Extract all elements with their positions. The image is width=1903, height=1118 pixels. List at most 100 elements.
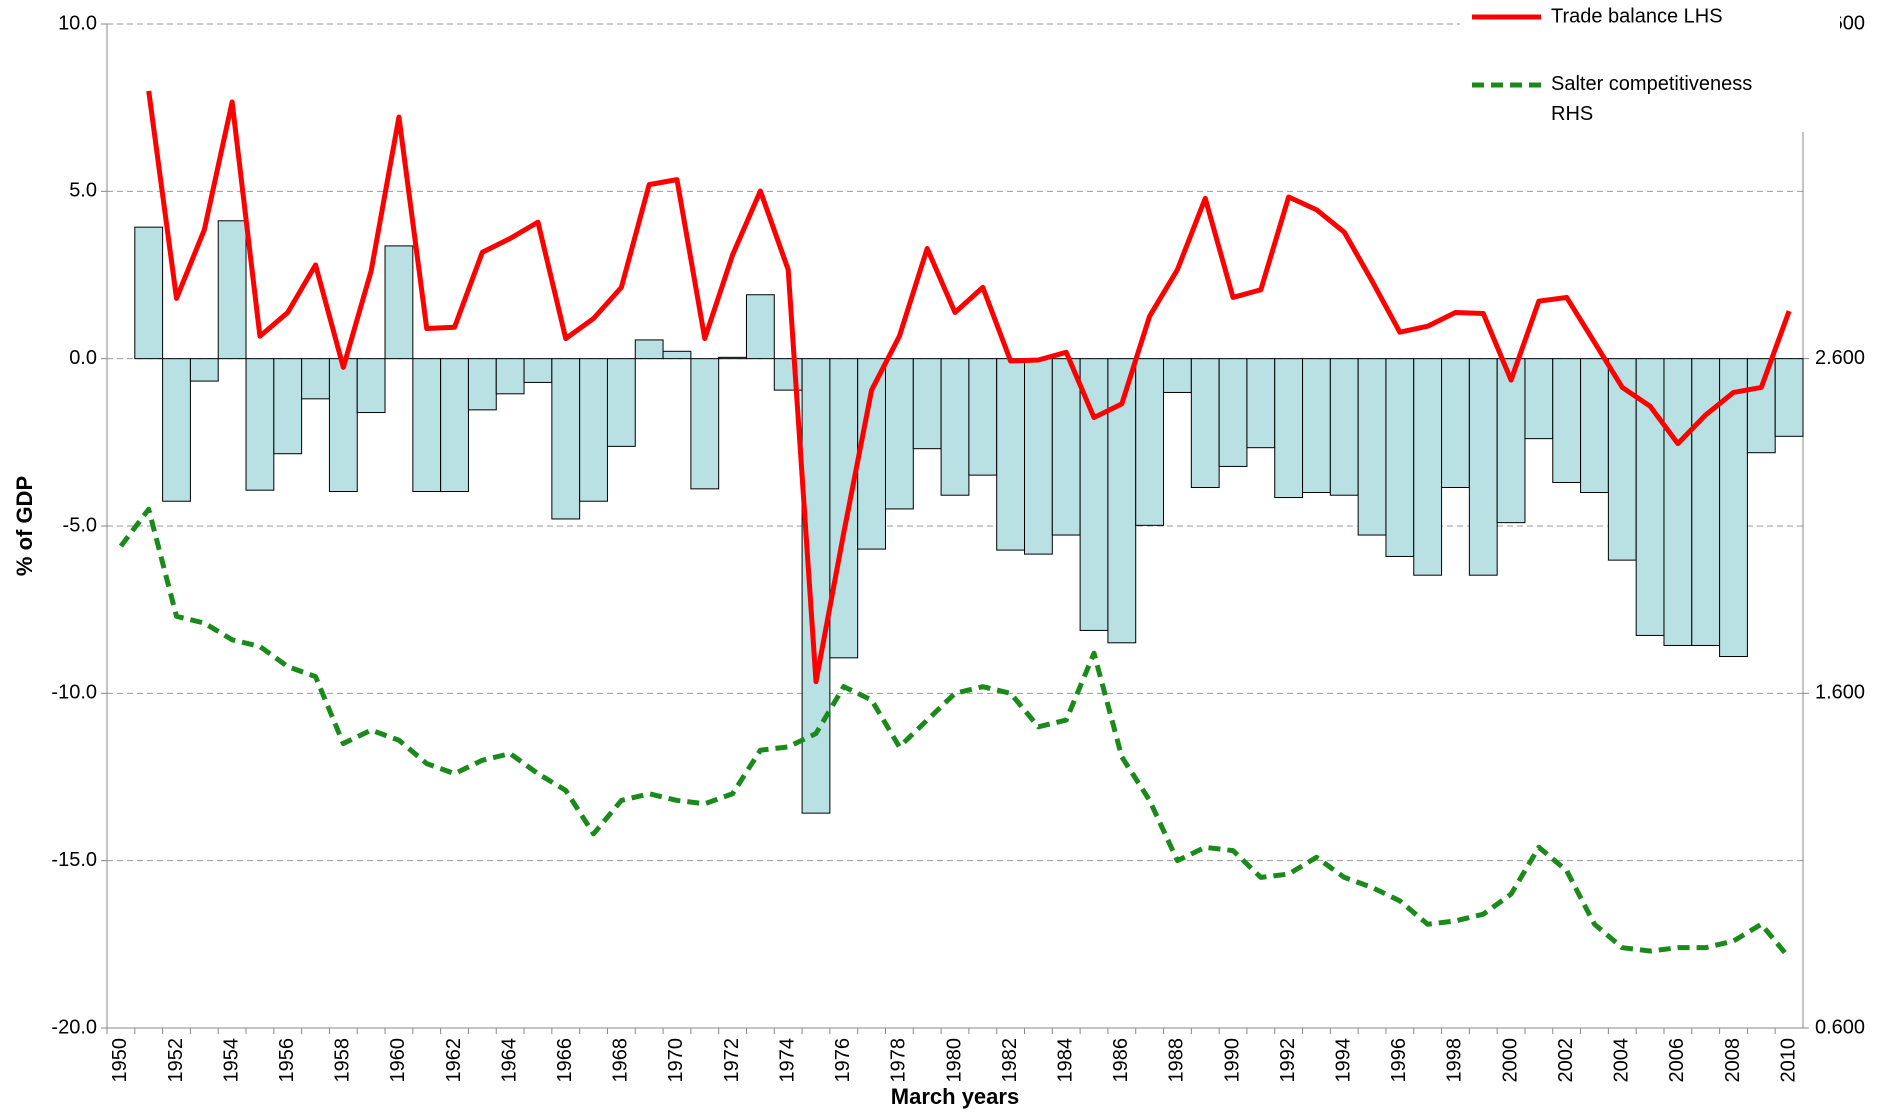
x-tick-label: 1970 <box>665 1038 687 1083</box>
bar <box>356 358 386 414</box>
bar <box>301 358 330 400</box>
bar <box>690 358 720 490</box>
bar <box>495 358 525 395</box>
bar <box>1774 358 1804 437</box>
line-series <box>146 90 1792 685</box>
bar <box>273 358 303 455</box>
x-tick-label: 1986 <box>1110 1038 1132 1083</box>
y-tick-label: 10.0 <box>58 12 97 34</box>
x-tick-label: 1962 <box>443 1038 465 1083</box>
x-tick-label: 1990 <box>1221 1038 1243 1083</box>
bar <box>968 358 998 476</box>
x-tick-label: 1994 <box>1333 1038 1355 1083</box>
bar <box>1746 358 1776 454</box>
x-tick-label: 1968 <box>610 1038 632 1083</box>
x-tick-label: 2010 <box>1777 1038 1799 1083</box>
bar <box>801 358 831 814</box>
x-tick-label: 2006 <box>1666 1038 1688 1083</box>
x-tick-label: 1976 <box>832 1038 854 1083</box>
x-tick-label: 1964 <box>498 1038 520 1083</box>
bar <box>1135 358 1165 526</box>
bar <box>467 358 497 411</box>
bar <box>1691 358 1721 646</box>
x-tick-label: 1950 <box>109 1038 131 1083</box>
bar <box>1357 358 1387 536</box>
x-tick-label: 2002 <box>1555 1038 1577 1083</box>
bar <box>1663 358 1693 646</box>
x-tick-label: 1978 <box>888 1038 910 1083</box>
y-tick-label: -15.0 <box>51 849 97 871</box>
y-tick-label: 0.0 <box>69 347 97 369</box>
bar <box>1246 358 1276 449</box>
bar <box>1719 358 1748 658</box>
legend-label: Salter competitiveness RHS <box>1551 73 1752 125</box>
x-tick-label: 1984 <box>1054 1038 1076 1083</box>
bar <box>1552 358 1582 483</box>
bar <box>134 226 164 360</box>
bar <box>1274 358 1304 499</box>
bar <box>1163 358 1192 393</box>
bar <box>412 358 442 493</box>
bar <box>996 358 1026 551</box>
bar <box>1385 358 1415 557</box>
bar <box>245 358 275 491</box>
bar <box>829 358 859 659</box>
x-tick-label: 1966 <box>554 1038 576 1083</box>
bar <box>745 294 775 360</box>
x-tick-label: 1960 <box>387 1038 409 1083</box>
bar <box>579 358 608 502</box>
x-tick-label: 1996 <box>1388 1038 1410 1083</box>
y-tick-label: 5.0 <box>69 180 97 202</box>
bar <box>912 358 942 450</box>
x-tick-label: 1956 <box>276 1038 298 1083</box>
bar <box>523 358 553 383</box>
y2-tick-label: 0.600 <box>1815 1016 1865 1038</box>
y2-tick-label: 1.600 <box>1815 682 1865 704</box>
bar <box>1496 358 1526 524</box>
x-tick-label: 1974 <box>776 1038 798 1083</box>
bar <box>1218 358 1248 467</box>
x-tick-label: 1980 <box>943 1038 965 1083</box>
x-tick-label: 1952 <box>165 1038 187 1083</box>
bar <box>1468 358 1498 576</box>
x-tick-label: 1954 <box>220 1038 242 1083</box>
y-tick-label: -20.0 <box>51 1016 97 1038</box>
x-tick-label: 1998 <box>1444 1038 1466 1083</box>
bar <box>1302 358 1331 494</box>
bar <box>162 358 191 502</box>
y2-tick-label: 2.600 <box>1815 347 1865 369</box>
bar <box>189 358 219 382</box>
x-tick-label: 1958 <box>332 1038 354 1083</box>
bar <box>1524 358 1554 440</box>
bar <box>662 350 692 360</box>
bar <box>1051 358 1081 536</box>
legend-label: Trade balance LHS <box>1551 5 1723 27</box>
legend-box <box>1460 0 1840 132</box>
bar <box>884 358 914 510</box>
x-tick-label: 1988 <box>1166 1038 1188 1083</box>
bar <box>217 220 247 360</box>
bar <box>718 356 747 360</box>
bar <box>634 339 664 360</box>
x-tick-label: 1982 <box>999 1038 1021 1083</box>
x-tick-label: 2004 <box>1611 1038 1633 1083</box>
bar <box>551 358 581 520</box>
line-series <box>118 506 1792 960</box>
bar <box>1024 358 1053 555</box>
x-tick-label: 1972 <box>721 1038 743 1083</box>
bar <box>1190 358 1220 489</box>
y-tick-label: -5.0 <box>63 514 97 536</box>
x-tick-label: 2008 <box>1722 1038 1744 1083</box>
y-tick-label: -10.0 <box>51 682 97 704</box>
bar <box>440 358 469 493</box>
x-tick-label: 1992 <box>1277 1038 1299 1083</box>
x-tick-label: 2000 <box>1499 1038 1521 1083</box>
bar <box>1329 358 1359 496</box>
bar <box>328 358 358 493</box>
bar <box>606 358 636 447</box>
bar <box>1413 358 1443 576</box>
legend: Trade balance LHS Salter competitiveness R… <box>1460 0 1840 132</box>
y-axis-title: % of GDP <box>12 476 37 576</box>
